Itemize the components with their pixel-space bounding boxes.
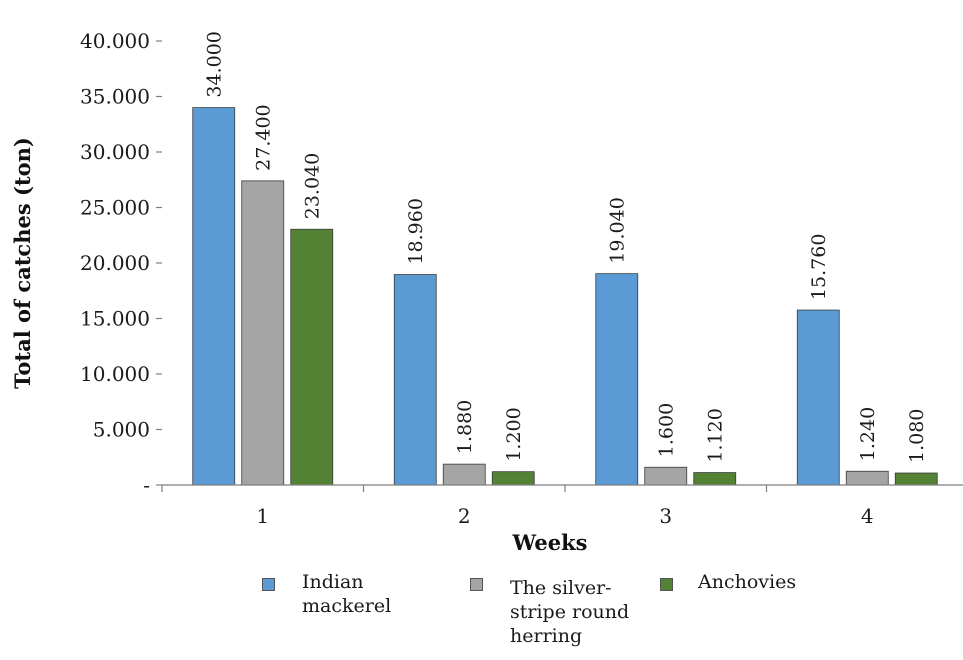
y-tick-label: 15.000	[80, 307, 150, 331]
y-tick-label: 20.000	[80, 251, 150, 275]
bar	[442, 463, 486, 486]
x-tick-label: 2	[458, 504, 471, 528]
legend-label-anchovies: Anchovies	[698, 571, 797, 593]
legend-swatch-silver-stripe-round-herring	[470, 578, 483, 591]
x-tick-label: 1	[256, 504, 269, 528]
bar	[644, 466, 688, 486]
data-label: 1.880	[454, 400, 476, 454]
data-labels-group: 34.000 27.400 23.040 18.960 1.880 1.200 19.040…	[204, 31, 929, 463]
data-label: 1.120	[705, 408, 727, 462]
y-tick-label: 30.000	[80, 140, 150, 164]
bar	[595, 273, 639, 486]
bar	[290, 228, 334, 486]
data-label: 19.040	[607, 197, 629, 263]
legend-swatch-indian-mackerel	[262, 578, 275, 591]
bar	[845, 470, 889, 486]
legend-label-indian-mackerel: Indian mackerel	[302, 571, 392, 617]
bar	[796, 309, 840, 486]
y-tick-label: 40.000	[80, 29, 150, 53]
y-tick-label: 10.000	[80, 362, 150, 386]
chart-svg: - 5.000 10.000 15.000 20.000 25.000 30.000 35.0…	[10, 29, 963, 555]
data-label: 15.760	[808, 234, 830, 300]
x-axis-title: Weeks	[512, 530, 588, 555]
x-tick-label: 3	[659, 504, 672, 528]
bars-group	[192, 107, 938, 486]
data-label: 1.240	[857, 407, 879, 461]
legend: Indian mackerel The silver-stripe round …	[262, 570, 962, 660]
y-tick-label: -	[143, 473, 150, 497]
data-label: 18.960	[405, 198, 427, 264]
bar	[693, 472, 737, 486]
y-axis-title: Total of catches (ton)	[10, 137, 35, 389]
data-label: 1.080	[906, 409, 928, 463]
y-tick-label: 35.000	[80, 85, 150, 109]
y-axis-ticks: - 5.000 10.000 15.000 20.000 25.000 30.000 35.0…	[80, 29, 162, 497]
x-axis-ticks: 1 2 3 4	[161, 485, 874, 528]
bar	[393, 274, 437, 486]
data-label: 1.600	[656, 403, 678, 457]
data-label: 23.040	[302, 153, 324, 219]
bar	[241, 180, 285, 486]
data-label: 34.000	[204, 31, 226, 97]
y-tick-label: 25.000	[80, 196, 150, 220]
data-label: 27.400	[253, 104, 275, 170]
legend-label-silver-stripe-round-herring: The silver-stripe round herring	[510, 577, 630, 647]
bar	[491, 471, 535, 486]
data-label: 1.200	[503, 407, 525, 461]
legend-swatch-anchovies	[660, 578, 673, 591]
y-tick-label: 5.000	[93, 418, 150, 442]
bar	[894, 472, 938, 486]
bar	[192, 107, 236, 486]
x-tick-label: 4	[861, 504, 874, 528]
